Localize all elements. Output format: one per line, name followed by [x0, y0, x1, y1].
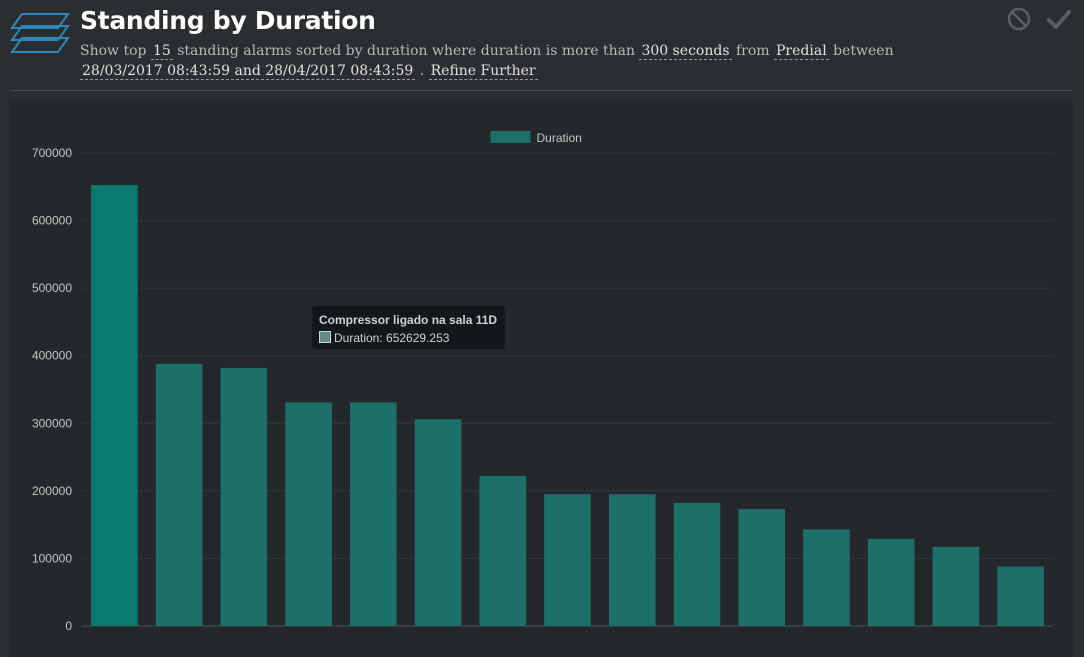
desc-text: from — [735, 43, 770, 59]
checkmark-icon[interactable] — [1046, 6, 1072, 32]
bar — [479, 475, 527, 626]
y-tick-label: 600000 — [32, 214, 72, 228]
y-tick-label: 200000 — [32, 484, 72, 498]
legend-label: Duration — [537, 131, 582, 145]
bar — [932, 546, 980, 626]
desc-text: between — [833, 43, 894, 59]
tooltip-title: Compressor ligado na sala 11D — [319, 313, 498, 327]
widget-header: Standing by Duration Show top 15 standin… — [0, 0, 1084, 90]
stacked-layers-icon — [10, 13, 70, 53]
query-description: Show top 15 standing alarms sorted by du… — [80, 41, 970, 81]
bar — [414, 419, 462, 626]
desc-text: Show top — [80, 43, 147, 59]
refine-further-link[interactable]: Refine Further — [428, 63, 538, 80]
source-param[interactable]: Predial — [774, 43, 829, 60]
chart-tooltip: Compressor ligado na sala 11D Duration: … — [312, 306, 505, 349]
bar — [673, 503, 721, 626]
y-tick-label: 700000 — [32, 146, 72, 160]
desc-text: . — [419, 63, 425, 79]
date-range-param[interactable]: 28/03/2017 08:43:59 and 28/04/2017 08:43… — [80, 63, 416, 80]
y-tick-label: 300000 — [32, 416, 72, 430]
tooltip-body: Duration: 652629.253 — [319, 331, 449, 345]
top-n-param[interactable]: 15 — [150, 43, 173, 60]
bar — [608, 494, 656, 626]
legend-swatch — [490, 131, 531, 143]
bar — [91, 185, 138, 626]
bar — [349, 402, 397, 626]
bar — [997, 566, 1044, 626]
y-tick-label: 100000 — [32, 551, 72, 565]
tooltip-swatch — [319, 331, 331, 343]
bar — [220, 367, 268, 626]
y-tick-label: 0 — [65, 619, 72, 633]
threshold-param[interactable]: 300 seconds — [639, 43, 732, 60]
bar — [867, 538, 915, 626]
bar — [544, 494, 591, 626]
tooltip-value: Duration: 652629.253 — [334, 331, 450, 345]
desc-text: standing alarms sorted by duration where… — [177, 43, 635, 59]
page-title: Standing by Duration — [80, 6, 376, 35]
y-tick-label: 400000 — [32, 349, 72, 363]
bar — [155, 363, 203, 626]
header-actions — [1006, 6, 1072, 32]
bar — [285, 402, 332, 626]
bar — [803, 529, 850, 626]
y-tick-label: 500000 — [32, 281, 72, 295]
header-divider — [10, 90, 1073, 91]
bar — [738, 509, 786, 626]
cancel-icon[interactable] — [1006, 6, 1032, 32]
